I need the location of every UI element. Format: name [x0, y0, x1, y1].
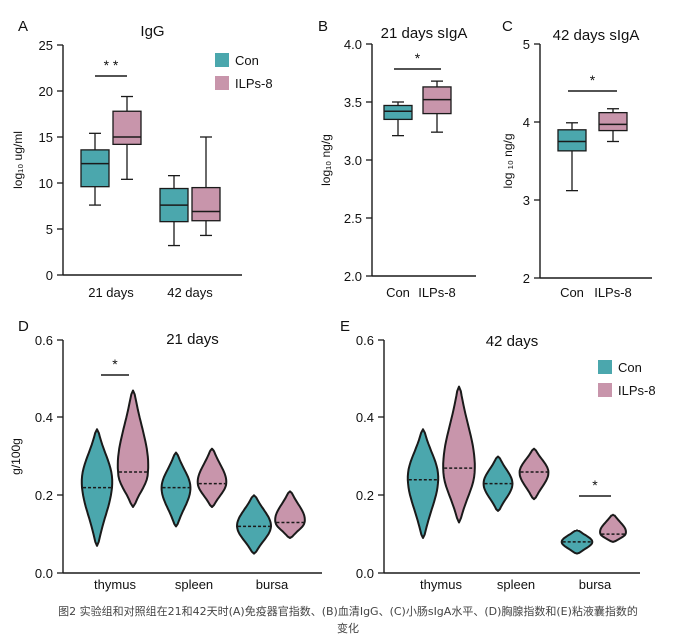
x-tick-label: 21 days	[88, 285, 134, 300]
legend-label-ilps: ILPs-8	[235, 76, 273, 91]
x-tick-label: spleen	[497, 577, 535, 592]
y-tick-label: 3	[523, 193, 530, 208]
significance-label: *	[415, 50, 421, 66]
panel-title-c: 42 days sIgA	[553, 27, 640, 44]
y-tick-label: 3.5	[344, 95, 362, 110]
y-tick-label: 0.2	[356, 488, 374, 503]
panel-letter-a: A	[18, 18, 28, 35]
panel-letter-d: D	[18, 318, 29, 335]
y-tick-label: 0.4	[35, 410, 53, 425]
y-tick-label: 0.2	[35, 488, 53, 503]
box	[557, 129, 587, 152]
panel-title-d: 21 days	[166, 331, 219, 348]
legend-label-con: Con	[618, 360, 642, 375]
box	[598, 111, 628, 132]
violin	[518, 447, 550, 501]
violin	[560, 529, 594, 555]
panel-title-e: 42 days	[486, 333, 539, 350]
significance-label: *	[590, 72, 596, 88]
y-tick-label: 2	[523, 271, 530, 286]
y-axis-label-a: log₁₀ ug/ml	[11, 131, 25, 189]
box	[191, 186, 221, 222]
y-tick-label: 0.0	[356, 566, 374, 581]
x-tick-label: Con	[386, 285, 410, 300]
y-tick-label: 5	[46, 222, 53, 237]
y-tick-label: 4.0	[344, 37, 362, 52]
y-tick-label: 2.5	[344, 211, 362, 226]
box	[112, 110, 142, 146]
y-tick-label: 15	[39, 130, 53, 145]
significance-label: *	[112, 356, 118, 372]
legend-swatch-ilps	[215, 76, 229, 90]
violin	[160, 451, 192, 528]
figure-caption: 图2 实验组和对照组在21和42天时(A)免疫器官指数、(B)血清IgG、(C)…	[0, 603, 696, 637]
x-tick-label: thymus	[94, 577, 136, 592]
violin	[406, 428, 440, 539]
y-tick-label: 20	[39, 84, 53, 99]
x-tick-label: thymus	[420, 577, 462, 592]
x-tick-label: 42 days	[167, 285, 213, 300]
significance-label: * *	[104, 57, 119, 73]
legend-swatch-con	[215, 53, 229, 67]
legend-swatch-ilps	[598, 383, 612, 397]
panel-title-b: 21 days sIgA	[381, 25, 468, 42]
x-tick-label: ILPs-8	[594, 285, 632, 300]
y-tick-label: 10	[39, 176, 53, 191]
y-tick-label: 0	[46, 268, 53, 283]
y-tick-label: 3.0	[344, 153, 362, 168]
y-axis-label-b: log₁₀ ng/g	[319, 134, 333, 186]
legend-swatch-con	[598, 360, 612, 374]
caption-line-1: 图2 实验组和对照组在21和42天时(A)免疫器官指数、(B)血清IgG、(C)…	[58, 605, 638, 618]
y-axis-label-c: log ₁₀ ng/g	[501, 133, 515, 188]
legend-label-con: Con	[235, 53, 259, 68]
violin	[442, 385, 476, 524]
y-tick-label: 0.6	[356, 333, 374, 348]
x-tick-label: Con	[560, 285, 584, 300]
legend-label-ilps: ILPs-8	[618, 383, 656, 398]
violin	[196, 447, 228, 508]
violin	[599, 513, 627, 543]
x-tick-label: ILPs-8	[418, 285, 456, 300]
violin	[482, 455, 514, 512]
x-tick-label: bursa	[579, 577, 612, 592]
panel-letter-b: B	[318, 18, 328, 35]
panel-letter-c: C	[502, 18, 513, 35]
y-tick-label: 2.0	[344, 269, 362, 284]
y-tick-label: 4	[523, 115, 530, 130]
significance-label: *	[592, 477, 598, 493]
violin	[80, 428, 114, 547]
box	[383, 104, 413, 121]
y-axis-label-d: g/100g	[9, 438, 23, 475]
y-tick-label: 5	[523, 37, 530, 52]
panel-title-a: IgG	[140, 23, 164, 40]
y-tick-label: 25	[39, 38, 53, 53]
panel-letter-e: E	[340, 318, 350, 335]
violin	[116, 389, 150, 508]
violin	[274, 490, 306, 539]
y-tick-label: 0.4	[356, 410, 374, 425]
caption-line-2: 变化	[337, 622, 359, 635]
x-tick-label: spleen	[175, 577, 213, 592]
y-tick-label: 0.6	[35, 333, 53, 348]
x-tick-label: bursa	[256, 577, 289, 592]
box	[80, 149, 110, 188]
y-tick-label: 0.0	[35, 566, 53, 581]
violin	[236, 494, 272, 555]
